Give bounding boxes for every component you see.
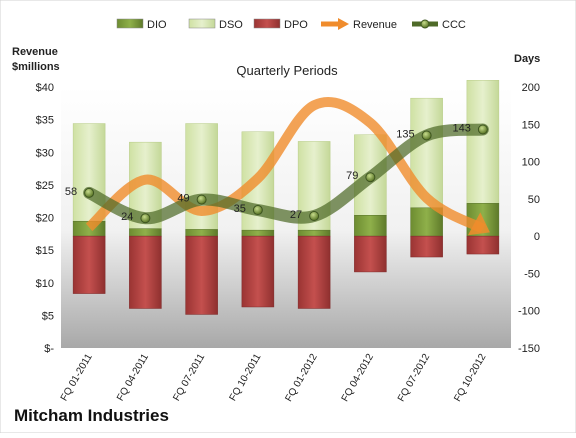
dpo-bar bbox=[241, 235, 275, 308]
ccc-point bbox=[309, 211, 320, 222]
right-tick-label: -100 bbox=[518, 306, 540, 318]
dio-bar bbox=[129, 228, 162, 237]
left-tick-label: $- bbox=[44, 343, 54, 355]
dpo-bar bbox=[410, 235, 443, 258]
ccc-series: 58 24 49 35 27 79 135 143 bbox=[65, 123, 489, 225]
legend-swatch-dio bbox=[116, 18, 144, 29]
ccc-data-label: 49 bbox=[177, 193, 189, 205]
dpo-bar bbox=[354, 235, 387, 273]
dio-bar bbox=[297, 229, 331, 237]
ccc-point bbox=[196, 194, 207, 205]
right-tick-label: -150 bbox=[518, 343, 540, 355]
dio-bar bbox=[241, 229, 275, 237]
legend-label-dso: DSO bbox=[219, 19, 243, 31]
revenue-series bbox=[85, 96, 490, 236]
right-tick-label: -50 bbox=[524, 268, 540, 280]
right-tick-label: 150 bbox=[522, 119, 540, 131]
dio-bar bbox=[354, 215, 387, 237]
legend-point-ccc bbox=[420, 19, 430, 29]
legend-label-dio: DIO bbox=[147, 19, 167, 31]
legend-label-revenue: Revenue bbox=[353, 19, 397, 31]
ccc-point bbox=[252, 205, 263, 216]
right-tick-label: 50 bbox=[528, 194, 540, 206]
chart-title: Quarterly Periods bbox=[236, 63, 338, 78]
right-tick-label: 0 bbox=[534, 231, 540, 243]
left-tick-label: $25 bbox=[36, 180, 54, 192]
legend-arrow-revenue bbox=[338, 18, 349, 30]
left-tick-label: $20 bbox=[36, 213, 54, 225]
legend-swatch-dpo bbox=[253, 18, 281, 29]
left-tick-label: $15 bbox=[36, 245, 54, 257]
left-tick-label: $30 bbox=[36, 147, 54, 159]
ccc-point bbox=[365, 172, 376, 183]
legend-swatch-dso bbox=[188, 18, 216, 29]
ccc-point bbox=[421, 130, 432, 141]
ccc-data-label: 79 bbox=[346, 170, 358, 182]
legend: DIO DSO DPO Revenue CCC bbox=[116, 18, 466, 31]
dpo-bar bbox=[466, 235, 500, 255]
revenue-line bbox=[85, 96, 486, 234]
dpo-bar bbox=[297, 235, 331, 309]
ccc-data-label: 27 bbox=[290, 209, 302, 221]
right-tick-label: 100 bbox=[522, 157, 540, 169]
right-axis: -150 -100 -50 0 50 100 150 200 bbox=[518, 82, 540, 355]
revenue-arrowhead bbox=[467, 212, 490, 236]
ccc-point bbox=[477, 124, 488, 135]
dio-bar bbox=[410, 207, 443, 237]
dpo-bar bbox=[129, 235, 162, 309]
left-tick-label: $35 bbox=[36, 115, 54, 127]
ccc-point bbox=[140, 213, 151, 224]
legend-label-dpo: DPO bbox=[284, 19, 308, 31]
right-axis-label: Days bbox=[514, 53, 540, 65]
right-tick-label: 200 bbox=[522, 82, 540, 94]
dso-bar bbox=[466, 80, 500, 204]
left-axis: $- $5 $10 $15 $20 $25 $30 $35 $40 bbox=[36, 82, 55, 355]
dpo-bar bbox=[185, 235, 218, 315]
ccc-data-label: 24 bbox=[121, 211, 133, 223]
left-axis-label-line2: $millions bbox=[12, 61, 60, 73]
dso-bar bbox=[72, 123, 106, 222]
dpo-bar bbox=[72, 235, 106, 294]
company-name: Mitcham Industries bbox=[14, 406, 169, 425]
ccc-data-label: 35 bbox=[234, 203, 246, 215]
ccc-data-label: 58 bbox=[65, 186, 77, 198]
ccc-data-label: 143 bbox=[453, 123, 471, 135]
ccc-point bbox=[84, 187, 95, 198]
ccc-data-label: 135 bbox=[396, 128, 414, 140]
legend-label-ccc: CCC bbox=[442, 19, 466, 31]
left-tick-label: $10 bbox=[36, 278, 54, 290]
left-tick-label: $5 bbox=[42, 310, 54, 322]
dio-bar bbox=[185, 229, 218, 237]
ccc-line bbox=[83, 123, 489, 225]
left-axis-label-line1: Revenue bbox=[12, 46, 58, 58]
left-tick-label: $40 bbox=[36, 82, 54, 94]
